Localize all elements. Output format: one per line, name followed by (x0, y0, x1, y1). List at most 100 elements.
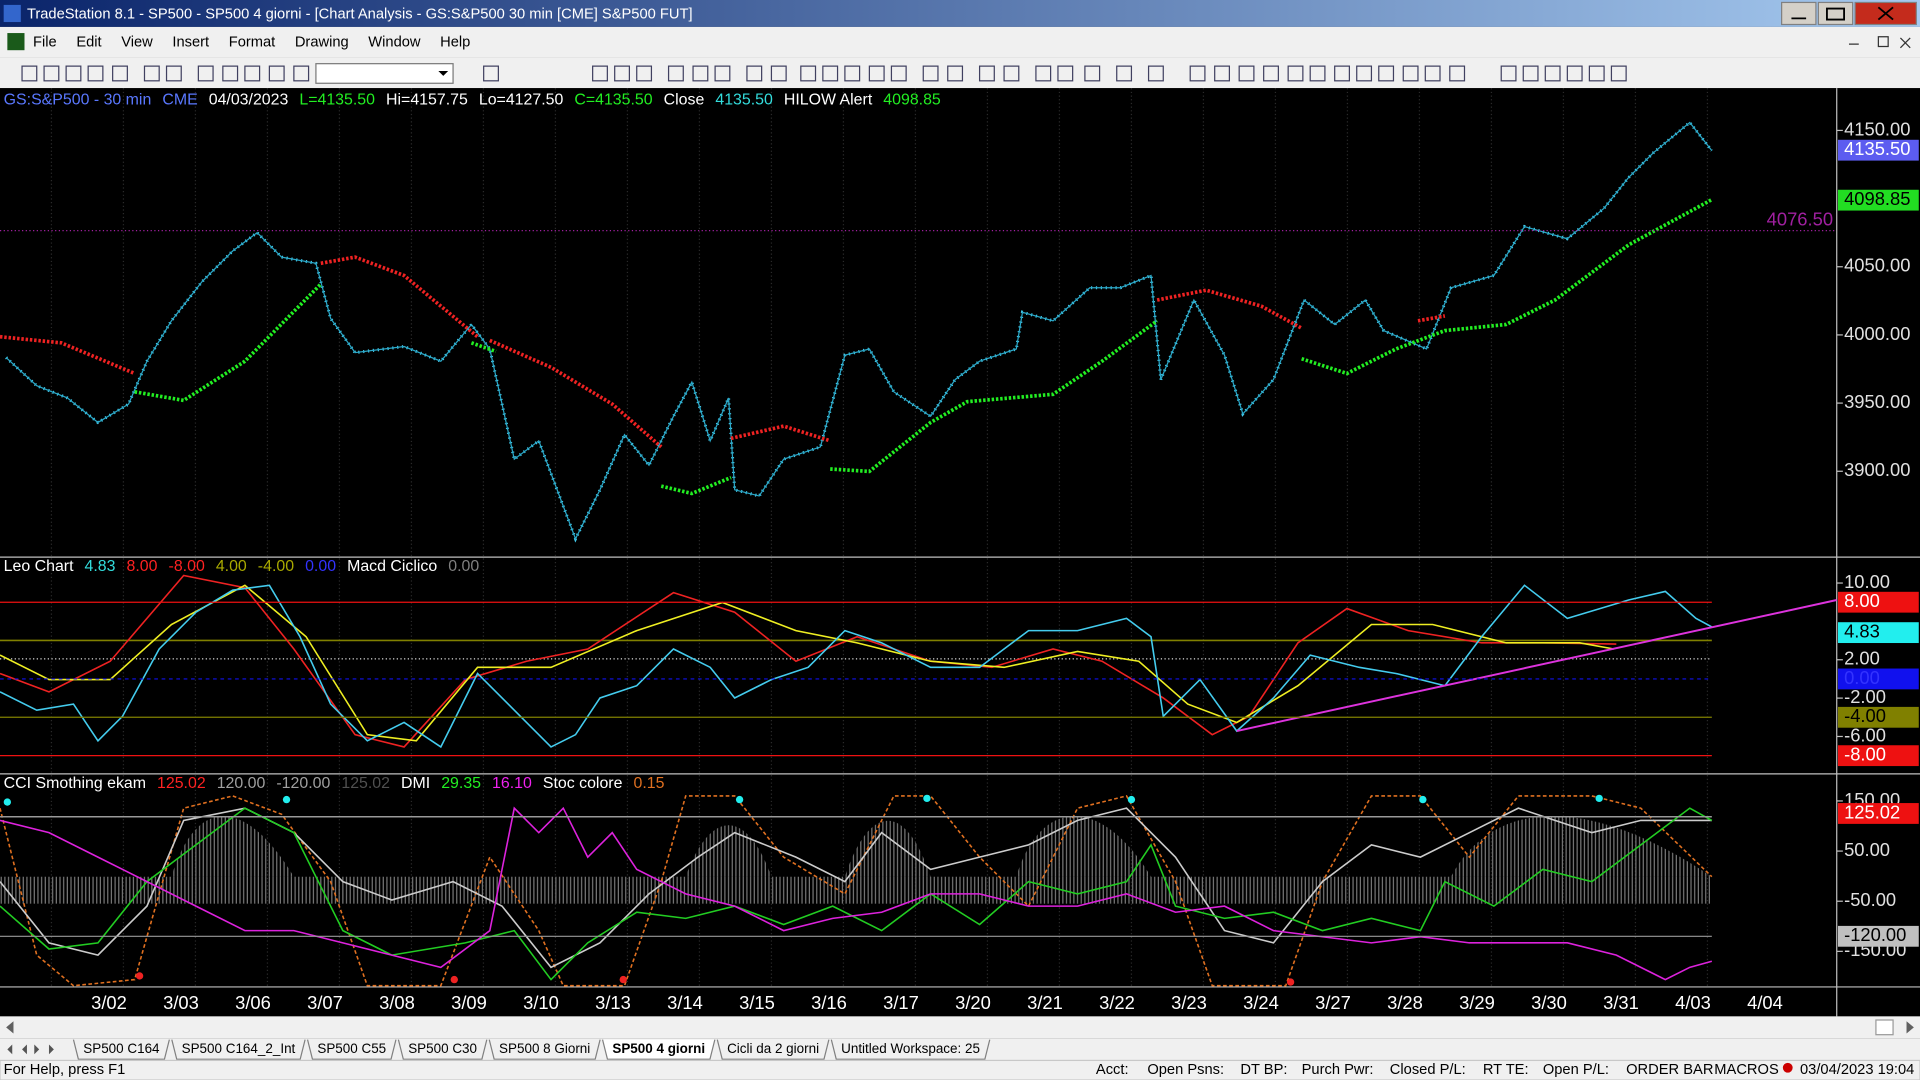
control-glyphs (1791, 6, 1894, 21)
minimize-button[interactable] (1781, 1, 1817, 26)
macros[interactable]: MACROS (1714, 1062, 1779, 1078)
tab-label[interactable]: SP500 8 Giorni (499, 1041, 590, 1056)
y-tick-label: 3950.00 (1844, 391, 1910, 412)
tool-icon[interactable] (1189, 65, 1206, 82)
tool-icon[interactable] (1214, 65, 1230, 82)
tool-icon[interactable] (21, 65, 38, 82)
tool-icon[interactable] (1057, 65, 1074, 82)
menu-item[interactable]: Insert (172, 35, 209, 51)
tab-label[interactable]: SP500 C30 (408, 1041, 477, 1056)
tab[interactable] (488, 1039, 601, 1060)
menu-item[interactable]: Help (440, 35, 470, 51)
tool-icon[interactable] (770, 65, 787, 82)
maximize-button[interactable] (1817, 1, 1854, 26)
tool-icon[interactable] (667, 65, 684, 82)
tool-icon[interactable] (800, 65, 817, 82)
menu-item[interactable]: File (33, 35, 57, 51)
tab[interactable] (716, 1039, 830, 1060)
tool-icon[interactable] (1309, 65, 1326, 82)
tool-icon[interactable] (746, 65, 763, 82)
tool-icon[interactable] (1084, 65, 1101, 82)
tool-icon[interactable] (87, 65, 104, 82)
tool-icon[interactable] (1147, 65, 1164, 82)
tool-icon[interactable] (714, 65, 731, 82)
tool-icon[interactable] (1588, 65, 1605, 82)
menu-item[interactable]: Edit (76, 35, 101, 51)
tool-icon[interactable] (1449, 65, 1466, 82)
tab[interactable] (830, 1039, 991, 1060)
tool-icon[interactable] (483, 65, 499, 82)
tool-icon[interactable] (1378, 65, 1395, 82)
tool-icon[interactable] (947, 65, 964, 82)
tool-icon[interactable] (614, 65, 630, 82)
tool-icon[interactable] (65, 65, 82, 82)
tool-icon[interactable] (922, 65, 939, 82)
x-tick-label: 3/09 (451, 992, 487, 1013)
order-bar[interactable]: ORDER BAR (1626, 1062, 1713, 1078)
menu-item[interactable]: Drawing (295, 35, 349, 51)
tool-icon[interactable] (822, 65, 839, 82)
menu-item[interactable]: View (121, 35, 153, 51)
tool-icon[interactable] (868, 65, 885, 82)
tool-icon[interactable] (1402, 65, 1419, 82)
tool-icon[interactable] (1356, 65, 1373, 82)
window-controls[interactable] (1781, 1, 1917, 26)
tool-icon[interactable] (1116, 65, 1133, 82)
menu-item[interactable]: Window (368, 35, 421, 51)
tool-icon[interactable] (1544, 65, 1561, 82)
tool-icon[interactable] (1263, 65, 1279, 82)
tool-icon[interactable] (1610, 65, 1627, 82)
tool-icon[interactable] (636, 65, 653, 82)
tab-label[interactable]: SP500 C55 (317, 1041, 386, 1056)
tab-nav[interactable] (7, 1044, 54, 1055)
tool-icon[interactable] (1003, 65, 1020, 82)
tool-icon[interactable] (197, 65, 214, 82)
tool-icon[interactable] (244, 65, 261, 82)
child-controls[interactable] (1848, 36, 1911, 49)
y-tick-label: -50.00 (1844, 889, 1896, 910)
tab[interactable] (601, 1039, 716, 1060)
tab-label[interactable]: Untitled Workspace: 25 (841, 1041, 980, 1056)
tool-icon[interactable] (1035, 65, 1052, 82)
tab-label[interactable]: SP500 4 giorni (612, 1041, 705, 1056)
tool-icon[interactable] (1500, 65, 1517, 82)
value-marker (1837, 668, 1919, 690)
tab[interactable] (72, 1039, 170, 1060)
app-icon (3, 4, 21, 23)
tool-icon[interactable] (268, 65, 285, 82)
x-tick-label: 3/03 (163, 992, 199, 1013)
pane-header-item: 29.35 (441, 775, 481, 792)
tab[interactable] (306, 1039, 397, 1060)
value-marker (1837, 706, 1919, 728)
tool-icon[interactable] (1522, 65, 1539, 82)
tool-icon[interactable] (1238, 65, 1255, 82)
symbol-combo[interactable] (315, 63, 454, 84)
tool-icon[interactable] (1287, 65, 1304, 82)
tab-label[interactable]: SP500 C164_2_Int (182, 1041, 296, 1056)
tool-icon[interactable] (978, 65, 995, 82)
value-marker (1837, 622, 1919, 644)
tab-label[interactable]: Cicli da 2 giorni (727, 1041, 819, 1056)
tool-icon[interactable] (844, 65, 861, 82)
value-marker-label: 0.00 (1844, 667, 1880, 688)
pane-header-item: CME (162, 92, 197, 109)
tool-icon[interactable] (143, 65, 160, 82)
tool-icon[interactable] (692, 65, 709, 82)
tool-icon[interactable] (293, 65, 310, 82)
tab-label[interactable]: SP500 C164 (83, 1041, 160, 1056)
tool-icon[interactable] (112, 65, 128, 82)
tool-icon[interactable] (165, 65, 182, 82)
x-tick-label: 3/08 (379, 992, 415, 1013)
tool-icon[interactable] (592, 65, 608, 82)
tool-icon[interactable] (1566, 65, 1583, 82)
tab[interactable] (397, 1039, 488, 1060)
tool-icon[interactable] (43, 65, 60, 82)
tab[interactable] (171, 1039, 306, 1060)
tool-icon[interactable] (222, 65, 239, 82)
tool-icon[interactable] (890, 65, 907, 82)
tool-icon[interactable] (1424, 65, 1441, 82)
scroll-thumb[interactable] (1875, 1019, 1894, 1036)
scrollbar[interactable] (0, 1016, 1920, 1039)
menu-item[interactable]: Format (229, 35, 276, 51)
tool-icon[interactable] (1334, 65, 1350, 82)
